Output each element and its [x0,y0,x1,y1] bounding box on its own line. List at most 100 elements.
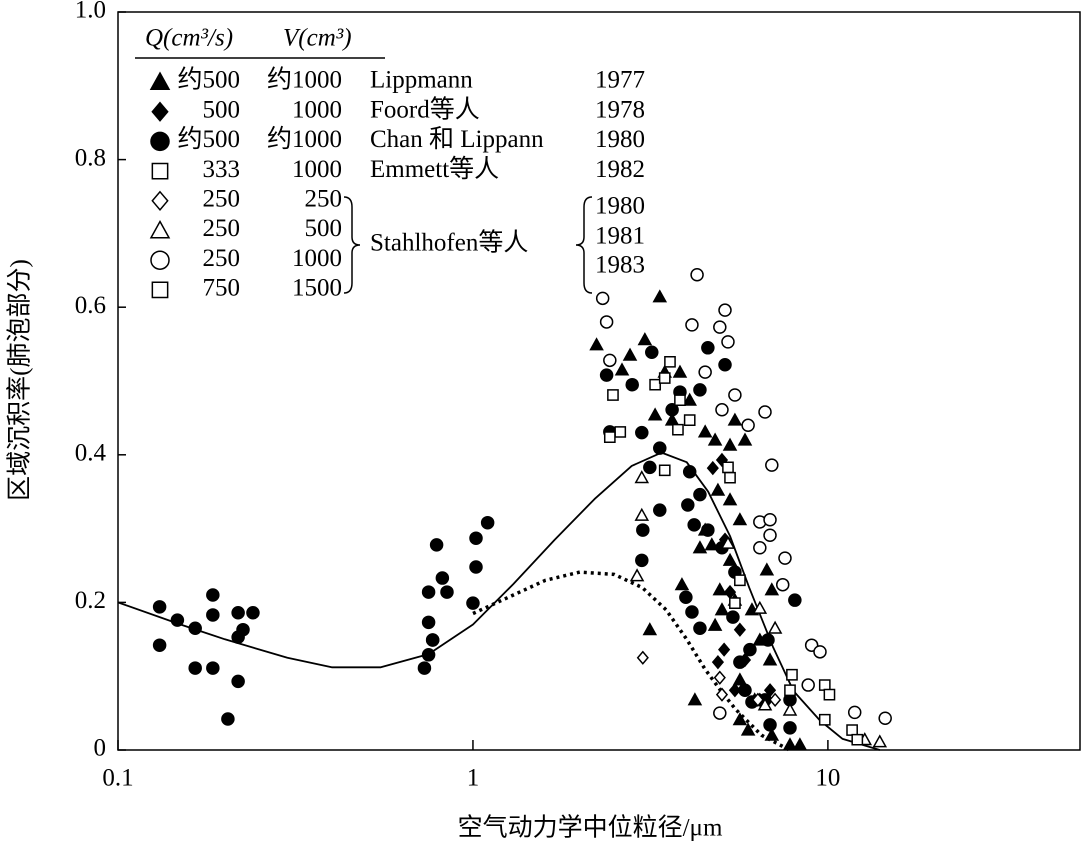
point [693,621,707,635]
point [206,608,220,622]
point [658,372,671,384]
brace [575,196,593,294]
point [711,655,725,670]
point [672,423,684,436]
legend-header: V(cm³) [283,25,352,52]
point [763,528,777,542]
point [701,523,715,537]
point [603,431,616,443]
point [784,684,796,697]
point [713,706,727,720]
point [685,605,699,619]
point [782,702,798,716]
fit-curve [117,451,881,751]
point [421,615,436,630]
point [769,692,782,707]
point [732,512,748,526]
point [425,633,440,647]
point [636,650,649,665]
legend-v: 1000 [292,245,342,272]
point [152,638,167,652]
point [778,551,792,565]
point [734,574,746,587]
legend-q: 500 [203,96,241,123]
legend-q: 约500 [177,125,240,153]
point [707,432,723,446]
point [767,620,783,634]
y-tick-label: 1.0 [75,0,106,24]
point [681,498,695,512]
point [813,645,827,659]
legend-marker [151,190,169,211]
point [246,605,260,620]
point [629,568,645,582]
point [429,538,444,552]
point [740,722,756,736]
point [783,721,797,735]
point [741,418,755,433]
point [710,482,726,496]
point [649,378,661,391]
legend-v: 500 [305,215,343,242]
point [713,320,727,334]
point [469,531,483,545]
legend-q: 250 [203,245,241,272]
point [625,377,639,392]
point [753,541,767,555]
point [682,465,697,479]
point [682,392,697,406]
point [715,687,729,702]
point [763,512,777,527]
legend-author: Chan 和 Lippann [370,125,544,153]
legend-year: 1980 [595,126,645,153]
point [188,661,202,675]
legend-year: 1977 [595,67,645,94]
legend-v: 1000 [292,96,342,123]
point [762,652,778,666]
point [846,724,858,736]
x-tick-label: 1 [467,765,480,792]
point [704,537,720,551]
point [818,679,831,691]
point [697,424,713,438]
point [480,515,495,530]
point [701,341,715,355]
point [642,622,658,636]
point [714,602,730,616]
point [733,622,746,637]
y-tick-label: 0.2 [75,587,106,614]
point [715,452,729,468]
point [664,355,676,368]
legend-q: 333 [203,156,241,183]
legend-author: Lippmann [370,67,473,94]
point [665,403,679,417]
point [607,389,619,401]
legend-year: 1983 [595,252,645,279]
legend-author: Emmett等人 [370,155,499,183]
point [206,588,220,602]
y-tick-label: 0.4 [75,440,107,467]
point [720,535,736,549]
point [440,585,454,599]
legend-marker [150,131,170,152]
point [466,596,480,610]
point [706,460,719,476]
point [692,540,708,554]
point [698,365,712,379]
point [786,668,798,681]
point [603,353,617,368]
legend-year: 1981 [595,223,645,250]
legend-v: 约1000 [267,66,342,94]
point [236,622,250,637]
plot-frame [117,11,1081,751]
point [765,458,779,472]
point [221,712,235,726]
legend-q: 250 [203,215,241,242]
point [672,364,688,378]
y-axis-label: 区域沉积率(肺泡部分) [6,259,34,501]
legend-year: 1978 [595,96,645,123]
point [788,593,802,607]
point [718,303,732,317]
point [647,407,663,421]
